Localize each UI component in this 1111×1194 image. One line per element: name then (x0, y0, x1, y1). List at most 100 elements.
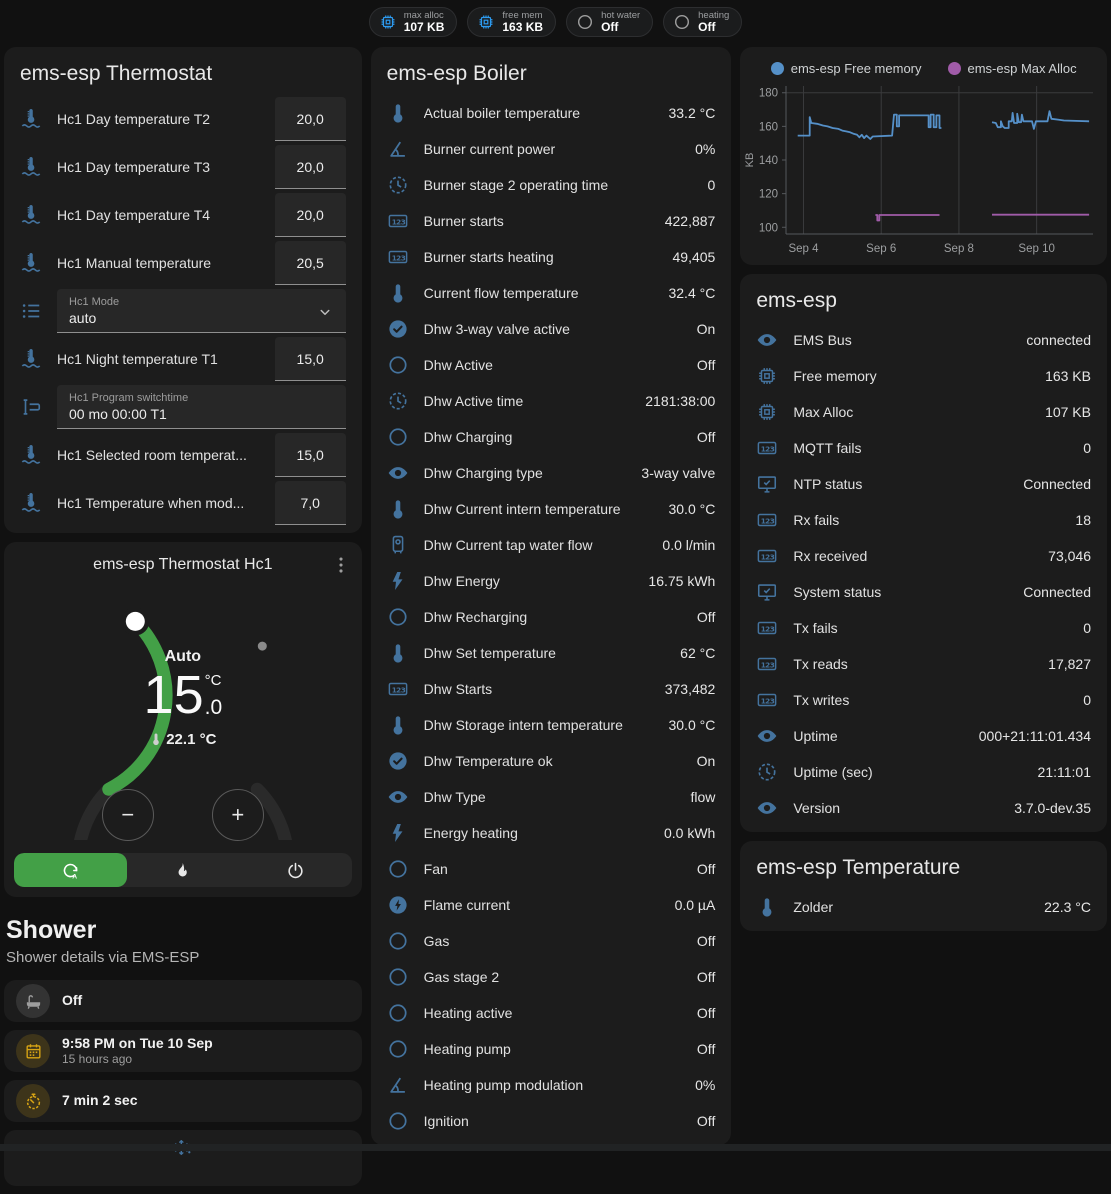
entity-row[interactable]: Hc1 Manual temperature (4, 239, 362, 287)
entity-row[interactable]: Dhw Charging Off (371, 419, 732, 455)
text-input[interactable]: Hc1 Program switchtime 00 mo 00:00 T1 (57, 385, 346, 429)
entity-row[interactable]: Dhw Current intern temperature 30.0 °C (371, 491, 732, 527)
number-input[interactable] (274, 241, 346, 285)
entity-row[interactable]: 1 2 3 Burner starts heating 49,405 (371, 239, 732, 275)
entity-row[interactable]: Dhw Temperature ok On (371, 743, 732, 779)
hvac-mode-off[interactable] (239, 853, 352, 887)
entity-row[interactable]: Dhw Charging type 3-way valve (371, 455, 732, 491)
legend-label: ems-esp Free memory (790, 61, 922, 76)
clock-icon (387, 174, 409, 196)
entity-label: Dhw Charging (423, 429, 513, 445)
svg-text:Sep 6: Sep 6 (867, 243, 897, 255)
entity-value: Off (696, 609, 716, 625)
entity-row[interactable]: Hc1 Day temperature T3 (4, 143, 362, 191)
entity-row[interactable]: Dhw Active Off (371, 347, 732, 383)
hvac-mode-auto[interactable]: A (14, 853, 127, 887)
more-options-icon[interactable] (330, 554, 352, 576)
svg-text:1: 1 (761, 696, 766, 705)
entity-value: 30.0 °C (668, 501, 716, 517)
entity-row[interactable]: Energy heating 0.0 kWh (371, 815, 732, 851)
mode-select[interactable]: Hc1 Mode auto (57, 289, 346, 333)
memory-line-chart: Sep 4 Sep 6 Sep 8 Sep 10 100 120 140 160 180 KB (744, 86, 1094, 255)
entity-row[interactable]: Hc1 Selected room temperat... (4, 431, 362, 479)
badge-max-alloc[interactable]: max alloc 107 KB (368, 7, 458, 37)
number-input[interactable] (274, 193, 346, 237)
entity-row[interactable]: 1 2 3 Rx fails 18 (740, 502, 1107, 538)
entity-row[interactable]: Heating pump modulation 0% (371, 1067, 732, 1103)
legend-item-free-memory[interactable]: ems-esp Free memory (770, 61, 922, 76)
badge-heating[interactable]: heating Off (663, 7, 743, 37)
entity-row[interactable]: Ignition Off (371, 1103, 732, 1139)
entity-row[interactable]: Dhw Current tap water flow 0.0 l/min (371, 527, 732, 563)
entity-row[interactable]: Dhw Active time 2181:38:00 (371, 383, 732, 419)
entity-row[interactable]: Gas Off (371, 923, 732, 959)
hvac-mode-heat[interactable] (127, 853, 240, 887)
entity-label: Gas stage 2 (423, 969, 500, 985)
entity-row[interactable]: Dhw 3-way valve active On (371, 311, 732, 347)
entity-label: Dhw 3-way valve active (423, 321, 570, 337)
entity-row[interactable]: Current flow temperature 32.4 °C (371, 275, 732, 311)
entity-row[interactable]: Burner stage 2 operating time 0 (371, 167, 732, 203)
entity-row[interactable]: 1 2 3 Tx writes 0 (740, 682, 1107, 718)
entity-row[interactable]: Dhw Type flow (371, 779, 732, 815)
entity-row[interactable]: Dhw Storage intern temperature 30.0 °C (371, 707, 732, 743)
eye-icon (387, 462, 409, 484)
number-input[interactable] (274, 145, 346, 189)
badge-value: Off (601, 19, 619, 34)
shower-tile-calendar[interactable]: 9:58 PM on Tue 10 Sep 15 hours ago (4, 1030, 362, 1072)
entity-row[interactable]: Version 3.7.0-dev.35 (740, 790, 1107, 826)
entity-row[interactable]: Dhw Recharging Off (371, 599, 732, 635)
dial-handle[interactable] (125, 611, 145, 631)
entity-row[interactable]: Hc1 Day temperature T2 (4, 95, 362, 143)
shower-tile-bathtub[interactable]: Off (4, 980, 362, 1022)
entity-row[interactable]: Hc1 Day temperature T4 (4, 191, 362, 239)
chip-icon (756, 401, 778, 423)
shower-tile-snowflake-alert[interactable] (4, 1130, 362, 1186)
entity-label: Heating pump modulation (423, 1077, 584, 1093)
entity-row[interactable]: Uptime (sec) 21:11:01 (740, 754, 1107, 790)
entity-row[interactable]: Fan Off (371, 851, 732, 887)
entity-row[interactable]: Free memory 163 KB (740, 358, 1107, 394)
entity-row[interactable]: Gas stage 2 Off (371, 959, 732, 995)
number-input[interactable] (274, 433, 346, 477)
entity-row[interactable]: Heating active Off (371, 995, 732, 1031)
entity-row[interactable]: Flame current 0.0 µA (371, 887, 732, 923)
entity-row[interactable]: Heating pump Off (371, 1031, 732, 1067)
entity-row[interactable]: Uptime 000+21:11:01.434 (740, 718, 1107, 754)
entity-row[interactable]: Hc1 Program switchtime 00 mo 00:00 T1 (4, 383, 362, 431)
entity-row[interactable]: Max Alloc 107 KB (740, 394, 1107, 430)
entity-row[interactable]: Zolder 22.3 °C (740, 889, 1107, 925)
entity-row[interactable]: Hc1 Mode auto (4, 287, 362, 335)
entity-row[interactable]: System status Connected (740, 574, 1107, 610)
number-input[interactable] (274, 337, 346, 381)
entity-row[interactable]: 1 2 3 Burner starts 422,887 (371, 203, 732, 239)
svg-text:2: 2 (766, 624, 771, 633)
entity-label: Max Alloc (793, 404, 854, 420)
entity-row[interactable]: Dhw Set temperature 62 °C (371, 635, 732, 671)
shower-tile-timer[interactable]: 7 min 2 sec (4, 1080, 362, 1122)
entity-row[interactable]: 1 2 3 Dhw Starts 373,482 (371, 671, 732, 707)
entity-row[interactable]: Burner current power 0% (371, 131, 732, 167)
decrease-temp-button[interactable]: − (101, 789, 154, 841)
entity-row[interactable]: Dhw Energy 16.75 kWh (371, 563, 732, 599)
entity-row[interactable]: 1 2 3 Rx received 73,046 (740, 538, 1107, 574)
shower-heading: Shower (6, 916, 97, 944)
badge-hot-water[interactable]: hot water Off (566, 7, 654, 37)
entity-label: Actual boiler temperature (423, 105, 581, 121)
legend-item-max-alloc[interactable]: ems-esp Max Alloc (947, 61, 1077, 76)
entity-row[interactable]: Hc1 Temperature when mod... (4, 479, 362, 527)
badge-free-mem[interactable]: free mem 163 KB (467, 7, 557, 37)
number-input[interactable] (274, 97, 346, 141)
entity-row[interactable]: 1 2 3 Tx reads 17,827 (740, 646, 1107, 682)
entity-row[interactable]: Actual boiler temperature 33.2 °C (371, 95, 732, 131)
increase-temp-button[interactable]: + (211, 789, 264, 841)
entity-row[interactable]: 1 2 3 Tx fails 0 (740, 610, 1107, 646)
entity-row[interactable]: EMS Bus connected (740, 322, 1107, 358)
entity-label: Dhw Active time (423, 393, 524, 409)
entity-row[interactable]: Hc1 Night temperature T1 (4, 335, 362, 383)
number-input[interactable] (274, 481, 346, 525)
entity-row[interactable]: NTP status Connected (740, 466, 1107, 502)
entity-row[interactable]: 1 2 3 MQTT fails 0 (740, 430, 1107, 466)
